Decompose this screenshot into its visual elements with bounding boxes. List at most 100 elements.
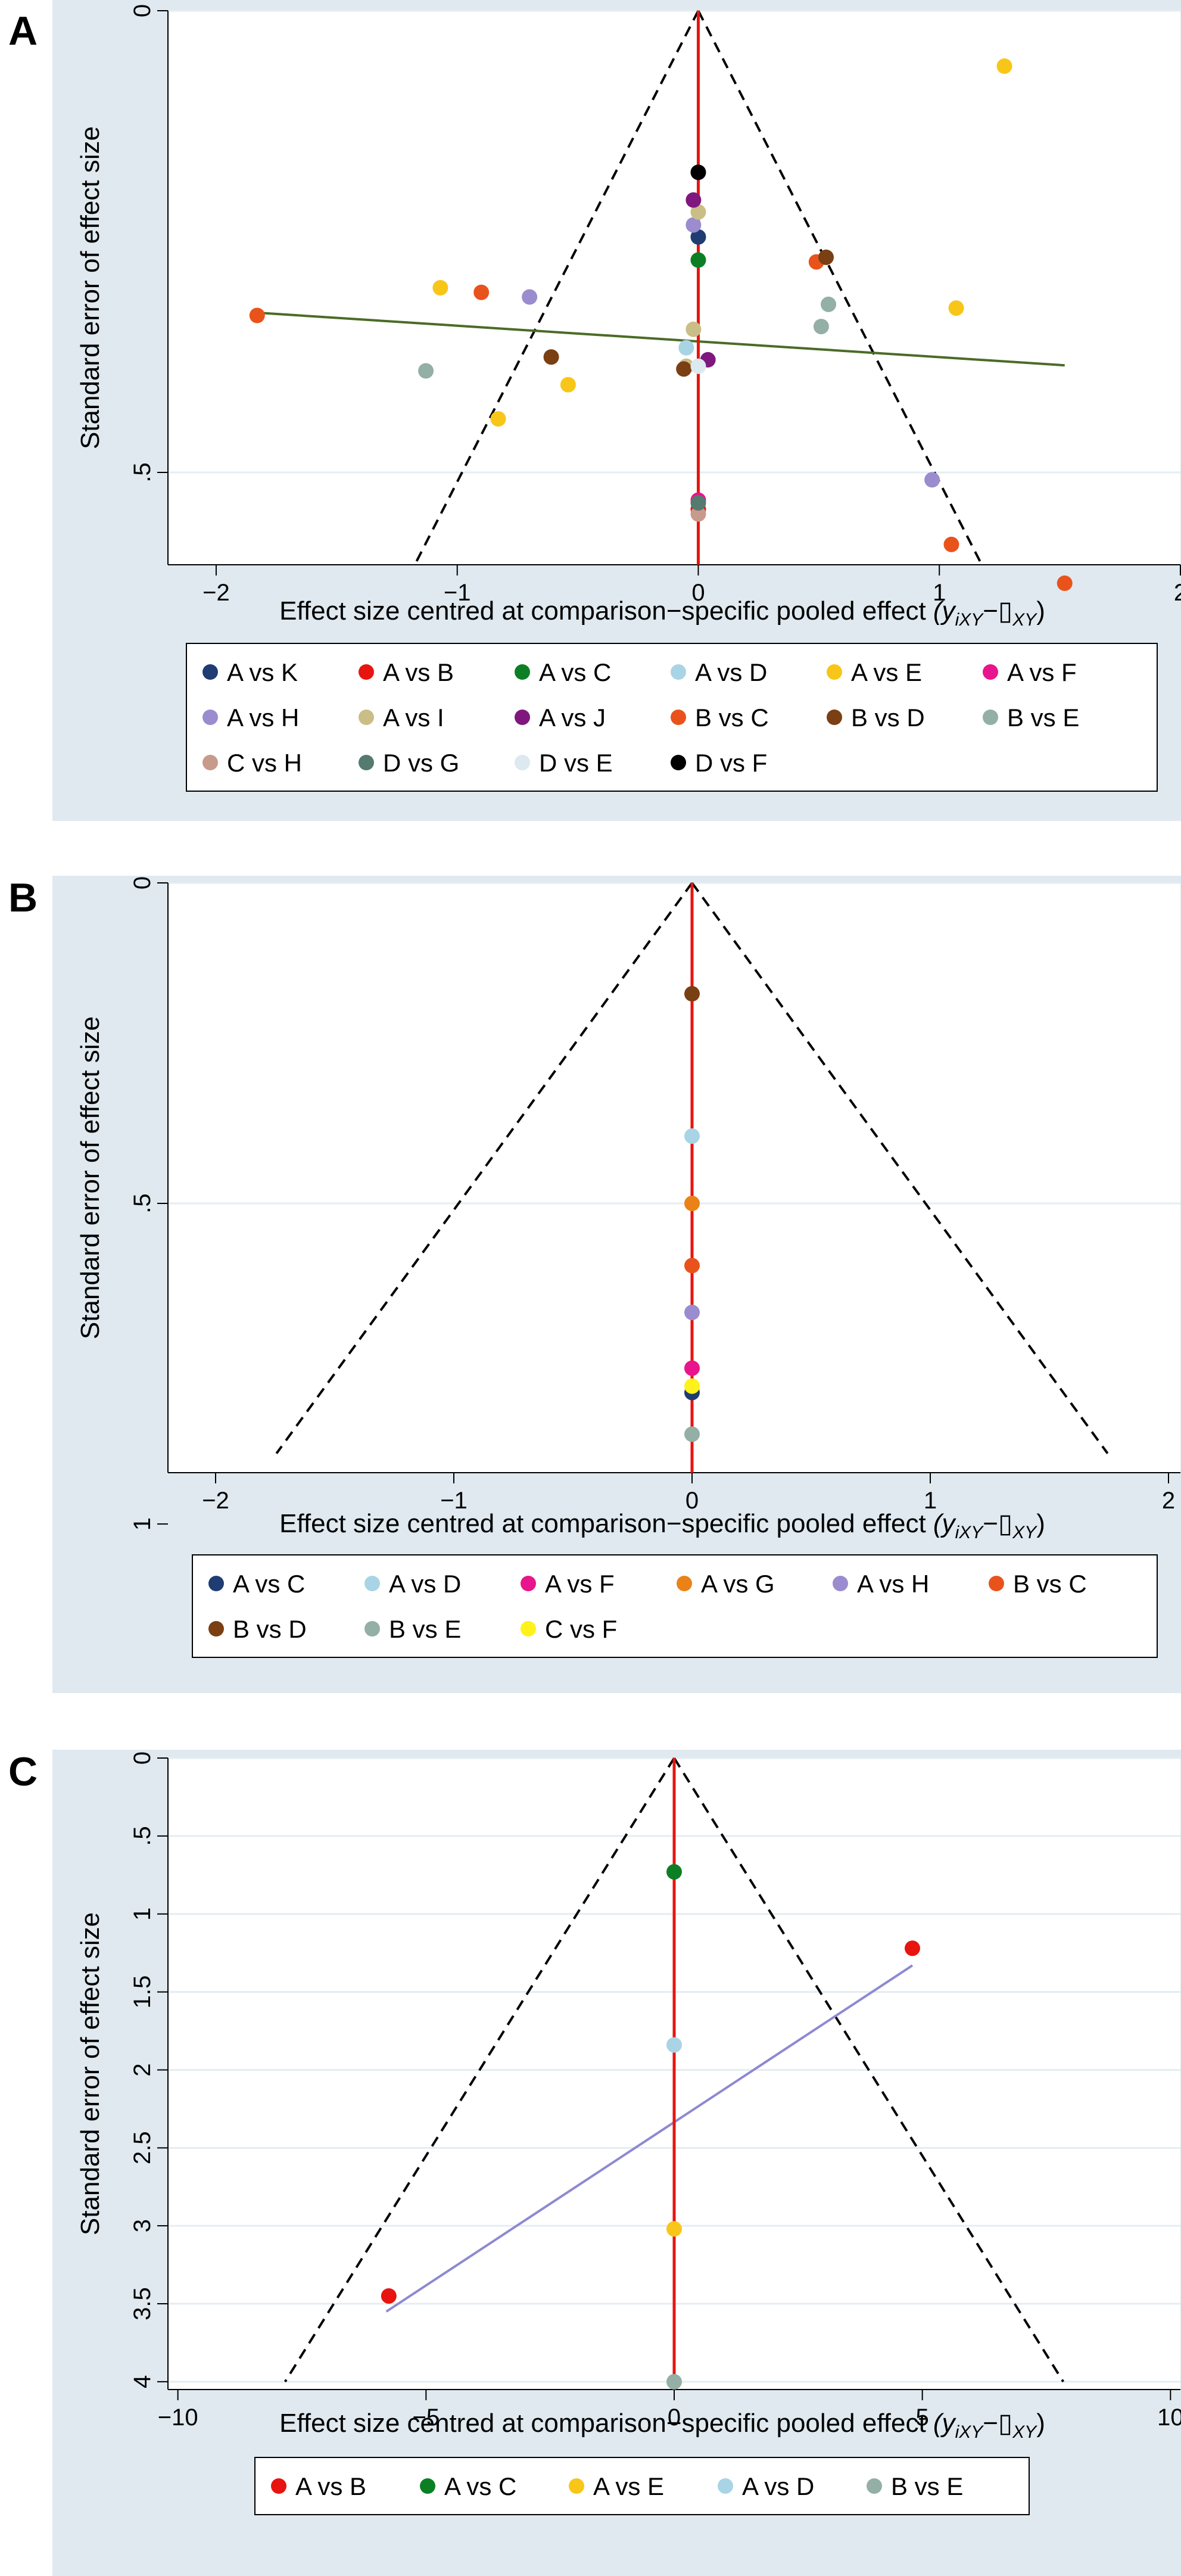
point-a-vs-f [684,1360,700,1376]
funnel-left-boundary [275,882,693,1454]
legend-label-a-vs-d: A vs D [389,1570,461,1598]
point-b-vs-e [666,2373,682,2390]
legend-marker-a-vs-k [202,664,218,680]
legend-marker-c-vs-f [521,1621,536,1637]
y-tick-label: 1.5 [129,1975,155,2009]
legend-marker-a-vs-f [983,664,998,680]
y-tick-label: 3.5 [129,2287,155,2320]
x-tick-label: −5 [413,2404,440,2431]
legend-marker-c-vs-h [202,755,218,770]
point-b-vs-c [1057,575,1073,591]
panel-letter-b: B [8,875,38,920]
point-a-vs-g [684,1196,700,1212]
legend-label-b-vs-d: B vs D [851,704,925,732]
legend-marker-a-vs-d [671,664,686,680]
point-a-vs-j [685,192,702,208]
legend-label-d-vs-g: D vs G [383,749,459,777]
point-b-vs-e [684,1426,700,1442]
funnel-right-boundary [697,10,983,565]
point-a-vs-h [522,289,538,305]
x-tick-label: 0 [691,580,705,606]
legend-label-a-vs-k: A vs K [227,658,298,686]
point-a-vs-e [560,377,576,393]
legend-label-a-vs-f: A vs F [545,1570,615,1598]
legend-label-a-vs-h: A vs H [857,1570,929,1598]
x-tick-label: −2 [202,580,230,606]
legend-box [192,1554,1158,1658]
legend-marker-a-vs-c [420,2478,435,2494]
regression-line [257,311,1065,367]
funnel-left-boundary [283,1757,675,2382]
legend-label-b-vs-d: B vs D [233,1615,307,1643]
point-a-vs-e [996,58,1012,74]
x-axis-title: Effect size centred at comparison−specif… [279,1509,1045,1542]
legend-marker-a-vs-c [208,1576,224,1591]
y-axis-title: Standard error of effect size [76,126,105,449]
legend-marker-a-vs-h [833,1576,848,1591]
x-axis-title-box: ▯ [998,1509,1012,1538]
regression-line [385,1964,914,2313]
x-axis-title-box: ▯ [998,2409,1012,2438]
legend-label-b-vs-e: B vs E [1007,704,1079,732]
legend-label-d-vs-f: D vs F [695,749,767,777]
x-tick-label: −10 [158,2404,198,2431]
point-b-vs-d [684,986,700,1002]
legend-label-c-vs-f: C vs F [545,1615,617,1643]
funnel-right-boundary [673,1757,1065,2382]
legend-marker-a-vs-i [359,710,374,725]
x-axis-title-dash: − [983,596,998,626]
point-b-vs-c [684,1258,700,1274]
point-b-vs-e [813,319,829,335]
x-axis-title-text: Effect size centred at comparison−specif… [279,1509,926,1538]
legend-marker-a-vs-j [515,710,530,725]
x-axis-title: Effect size centred at comparison−specif… [279,2409,1045,2442]
legend-marker-b-vs-c [671,710,686,725]
x-axis-title-sub2: XY [1012,610,1037,630]
legend-marker-a-vs-f [521,1576,536,1591]
point-a-vs-c [666,1864,682,1880]
y-tick-label: 1 [129,1908,155,1921]
point-c-vs-h [690,506,706,522]
funnel-left-boundary [413,10,700,565]
y-tick-label: 0 [129,1751,155,1765]
y-tick-label: 2.5 [129,2132,155,2165]
x-axis-title-close: ) [1036,1509,1045,1538]
plot-area [168,11,1180,565]
point-b-vs-c [249,307,265,323]
legend-label-c-vs-h: C vs H [227,749,302,777]
point-a-vs-c [690,252,706,268]
point-a-vs-b [381,2288,397,2304]
y-tick-label: 4 [129,2375,155,2388]
point-b-vs-d [543,349,559,365]
x-axis-title-math: (y [933,596,957,626]
legend-marker-d-vs-g [359,755,374,770]
funnel-plot-c: 0 .5 1 1.5 2 2.5 3 3.5 4 −10 −5 0 5 10 Standard error … [52,1750,1181,2576]
y-tick-label: 1 [129,1517,155,1530]
legend-marker-a-vs-b [271,2478,286,2494]
legend-marker-b-vs-d [208,1621,224,1637]
point-b-vs-c [943,536,959,552]
plot-area [168,883,1180,1473]
legend-marker-a-vs-c [515,664,530,680]
legend-marker-a-vs-b [359,664,374,680]
legend-label-a-vs-c: A vs C [539,658,611,686]
point-b-vs-d [676,361,692,377]
legend-marker-a-vs-e [827,664,842,680]
legend-label-d-vs-e: D vs E [539,749,613,777]
x-tick-label: 2 [1174,580,1181,606]
x-axis-title-text: Effect size centred at comparison−specif… [279,596,926,626]
legend-label-b-vs-e: B vs E [891,2472,963,2500]
legend-label-b-vs-c: B vs C [1013,1570,1087,1598]
x-axis-title-sub: iXY [955,2422,984,2442]
legend-marker-b-vs-c [989,1576,1004,1591]
x-axis-title-sub: iXY [955,1523,984,1542]
legend-marker-b-vs-e [867,2478,882,2494]
legend-label-a-vs-b: A vs B [383,658,454,686]
point-a-vs-e [432,280,448,295]
point-b-vs-d [818,249,834,265]
legend-box [254,2457,1030,2515]
point-b-vs-e [821,296,837,312]
y-axis-title: Standard error of effect size [76,1912,105,2235]
x-axis-title-space [926,596,933,626]
panel-letter-a: A [8,8,38,54]
